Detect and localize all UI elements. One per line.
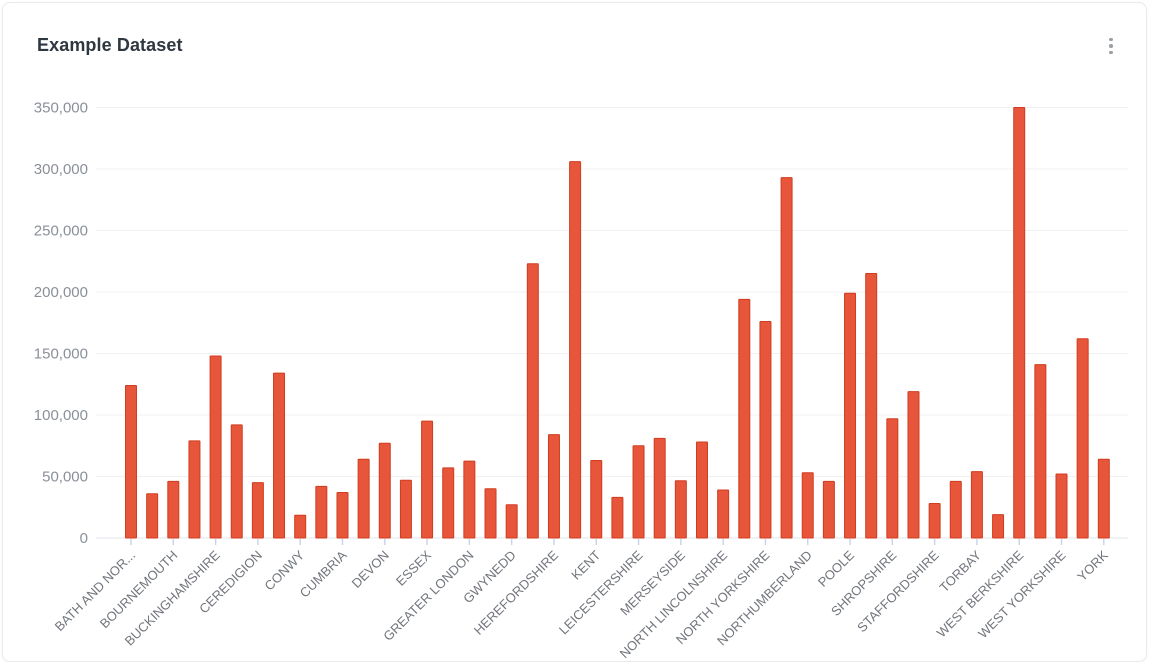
bar[interactable]: [886, 418, 899, 539]
bar[interactable]: [463, 460, 476, 539]
bar[interactable]: [695, 441, 708, 539]
bar[interactable]: [146, 493, 159, 539]
bar-chart: 0 50,000 100,000 150,000 200,000 250,000 300,0…: [34, 100, 1128, 661]
bar[interactable]: [294, 514, 307, 539]
bar[interactable]: [970, 471, 983, 539]
bar[interactable]: [674, 480, 687, 539]
bar[interactable]: [632, 445, 645, 539]
bar[interactable]: [273, 372, 286, 539]
bar[interactable]: [251, 482, 264, 539]
bar[interactable]: [1097, 458, 1110, 539]
bar[interactable]: [907, 391, 920, 539]
bar[interactable]: [928, 503, 941, 539]
y-axis-label: 200,000: [34, 284, 88, 301]
bar[interactable]: [717, 489, 730, 539]
bar[interactable]: [484, 488, 497, 539]
bar[interactable]: [209, 355, 222, 539]
bar[interactable]: [442, 467, 455, 539]
y-axis-label: 300,000: [34, 161, 88, 178]
kebab-dot: [1109, 37, 1113, 42]
bar[interactable]: [378, 442, 391, 539]
y-axis-label: 50,000: [42, 469, 88, 486]
x-axis-label: ESSEX: [393, 547, 434, 588]
y-axis-label: 150,000: [34, 346, 88, 363]
bar[interactable]: [167, 480, 180, 539]
bar[interactable]: [865, 273, 878, 539]
bar[interactable]: [315, 485, 328, 539]
x-axis-label: BATH AND NOR...: [52, 548, 139, 635]
bar[interactable]: [569, 161, 582, 539]
y-axis-label: 100,000: [34, 407, 88, 424]
bar[interactable]: [1076, 338, 1089, 539]
x-axis-label: CUMBRIA: [297, 547, 350, 600]
y-axis-label: 250,000: [34, 223, 88, 240]
bar[interactable]: [336, 491, 349, 539]
bar[interactable]: [844, 292, 857, 539]
bar[interactable]: [1013, 107, 1026, 539]
x-axis-label: KENT: [568, 547, 603, 582]
bar[interactable]: [1034, 364, 1047, 539]
card-title: Example Dataset: [37, 35, 183, 55]
bar[interactable]: [188, 440, 201, 539]
bar[interactable]: [1055, 473, 1068, 539]
bar[interactable]: [526, 263, 539, 539]
bar[interactable]: [822, 480, 835, 539]
bar[interactable]: [738, 298, 751, 539]
x-axis-label: POOLE: [815, 547, 858, 590]
y-axis-label: 0: [80, 530, 88, 547]
kebab-dot: [1109, 44, 1113, 48]
bar[interactable]: [949, 480, 962, 539]
x-axis-label: HEREFORDSHIRE: [471, 547, 562, 638]
bar[interactable]: [125, 384, 137, 539]
x-axis-label: YORK: [1074, 547, 1111, 584]
bar[interactable]: [421, 420, 434, 539]
kebab-menu-icon[interactable]: [1099, 31, 1123, 61]
bar[interactable]: [992, 514, 1005, 539]
bar[interactable]: [230, 424, 243, 539]
bar[interactable]: [759, 321, 772, 539]
x-axis-label: DEVON: [349, 548, 392, 591]
x-axis-label: BOURNEMOUTH: [97, 548, 181, 632]
bar[interactable]: [547, 434, 560, 539]
bar[interactable]: [801, 472, 814, 539]
bar[interactable]: [653, 437, 666, 539]
bar[interactable]: [590, 460, 603, 539]
bar[interactable]: [357, 458, 370, 539]
bar[interactable]: [611, 496, 624, 539]
kebab-dot: [1109, 50, 1113, 55]
bar[interactable]: [505, 504, 518, 539]
y-axis-label: 350,000: [34, 100, 88, 117]
bar[interactable]: [780, 177, 793, 539]
bar[interactable]: [399, 479, 412, 539]
x-axis-label: STAFFORDSHIRE: [854, 547, 942, 635]
